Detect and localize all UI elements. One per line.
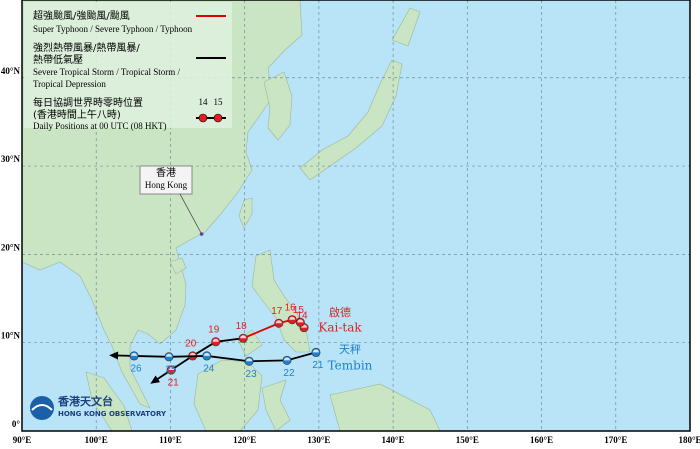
storm-name: 天秤 [339,343,361,356]
x-tick-label: 100°E [85,435,108,445]
marker-highlight [212,338,219,342]
day-label: 23 [246,369,258,380]
marker-highlight [297,319,304,323]
legend-box [24,2,232,128]
legend-text: (香港時間上午八時) [33,108,121,121]
legend-text: 每日協調世界時零時位置 [33,96,143,109]
legend-text: Daily Positions at 00 UTC (08 HKT) [33,121,167,131]
track-segment [134,355,169,358]
place-name: 香港 [156,167,176,179]
day-label: 21 [312,360,324,371]
marker-highlight [312,349,319,353]
marker-highlight [168,367,175,371]
day-label: 19 [208,324,220,335]
legend-day: 15 [214,97,224,107]
marker-highlight [275,320,282,324]
marker-highlight [189,352,196,356]
philippines [251,249,311,353]
marker-highlight [289,316,296,320]
track-arrow [150,375,161,384]
day-label: 16 [285,302,297,313]
x-tick-label: 170°E [604,435,627,445]
marker-highlight [131,352,138,356]
track-segment [192,341,217,357]
y-tick-label: 10°N [1,331,21,341]
hong-kong-label: 香港 Hong Kong [139,165,202,235]
legend-text: Severe Tropical Storm / Tropical Storm / [33,67,181,77]
marker-highlight [246,358,253,362]
legend-marker [198,113,208,123]
borneo [193,359,263,432]
day-label: 25 [165,364,177,375]
hokkaido [391,7,421,47]
track-segment [242,322,280,340]
track-segment [249,359,287,363]
sulawesi [261,379,291,432]
track-segment [206,355,250,363]
x-tick-label: 140°E [382,435,405,445]
x-tick-label: 90°E [13,435,32,445]
marker-highlight [283,357,290,361]
y-tick-label: 30°N [1,154,21,164]
legend-text: Super Typhoon / Severe Typhoon / Typhoon [33,24,193,34]
day-label: 17 [271,306,283,317]
y-tick-label: 0° [12,419,21,429]
day-label: 21 [168,378,180,389]
logo-emblem [30,396,54,420]
y-tick-label: 40°N [1,66,21,76]
logo: 香港天文台 HONG KONG OBSERVATORY [30,394,167,420]
new-guinea [329,383,441,432]
track-segment [215,337,244,343]
place-name: Hong Kong [145,180,188,190]
label-box [139,165,193,195]
storm-name: Tembin [328,359,373,373]
day-label: 20 [185,339,197,350]
legend-marker [213,113,223,123]
x-tick-label: 120°E [233,435,256,445]
storm-names: 啟德 Kai-tak 天秤 Tembin [318,305,372,373]
track-segment [168,355,207,358]
frame [21,0,691,432]
leader-line [179,193,202,235]
marker-highlight [165,353,172,357]
day-label: 15 [293,305,305,316]
track-segment [286,351,317,362]
legend-text: 強烈熱帶風暴/熱帶風暴/ [33,41,140,54]
marker-highlight [203,352,210,356]
logo-text: HONG KONG OBSERVATORY [58,410,167,418]
x-tick-label: 160°E [530,435,553,445]
legend: 超強颱風/強颱風/颱風 Super Typhoon / Severe Typho… [24,2,232,131]
day-label: 18 [236,321,248,332]
day-label: 22 [283,368,295,379]
day-label: 14 [296,310,308,321]
x-tick-label: 150°E [456,435,479,445]
x-tick-label: 180°E [678,435,700,445]
storm-name: Kai-tak [318,321,362,335]
day-label: 26 [131,364,143,375]
legend-text: 熱帶低氣壓 [33,53,83,66]
logo-emblem [31,404,53,411]
x-tick-label: 130°E [307,435,330,445]
y-tick-label: 20°N [1,242,21,252]
storm-name: 啟德 [329,305,351,319]
hong-kong-marker [199,232,204,236]
legend-day: 14 [199,97,209,107]
marker-highlight [240,335,247,339]
track-arrow [109,351,119,360]
korea [263,71,293,141]
x-tick-label: 110°E [159,435,182,445]
logo-text: 香港天文台 [57,394,113,408]
day-label: 24 [203,364,215,375]
taiwan [238,197,253,229]
legend-text: 超強颱風/強颱風/颱風 [33,9,130,22]
hainan [169,257,187,275]
legend-text: Tropical Depression [33,79,106,89]
